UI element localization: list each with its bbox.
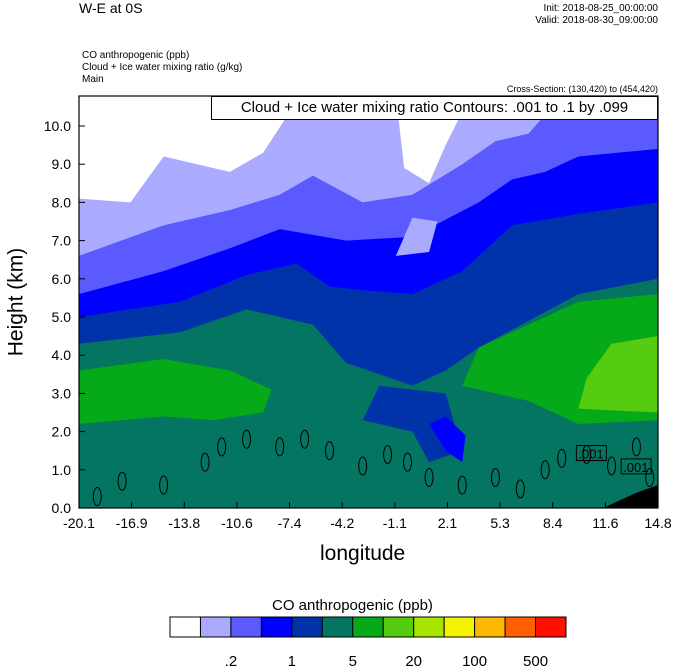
colorbar-swatch <box>443 616 476 638</box>
cloud-contour <box>557 448 567 468</box>
contour-label: .001 <box>623 460 648 475</box>
colorbar-label: 100 <box>462 653 487 667</box>
field-name-main: Main <box>82 74 104 85</box>
co-region-2 <box>578 336 658 413</box>
y-tick-label: 0.0 <box>52 500 72 516</box>
co-region-9 <box>395 217 438 256</box>
co-region-10 <box>79 96 289 203</box>
colorbar-swatch <box>169 616 201 638</box>
contour-label: .001 <box>578 447 603 462</box>
colorbar-swatch <box>260 616 293 638</box>
colorbar-title: CO anthropogenic (ppb) <box>272 597 433 614</box>
cloud-contour <box>402 452 412 472</box>
x-tick-label: 8.4 <box>543 515 563 531</box>
colorbar-swatch <box>504 616 537 638</box>
y-tick-label: 4.0 <box>52 347 72 363</box>
cloud-contour <box>159 475 169 495</box>
x-tick-label: 14.8 <box>644 515 671 531</box>
y-axis-label: Height (km) <box>4 247 28 357</box>
x-tick-label: -1.1 <box>383 515 407 531</box>
cloud-contour <box>242 429 252 449</box>
y-tick-label: 9.0 <box>52 156 72 172</box>
colorbar-label: .2 <box>225 653 238 667</box>
x-tick-label: 5.3 <box>490 515 510 531</box>
contour-label-box <box>620 458 652 475</box>
cloud-contour <box>300 429 310 449</box>
colorbar-swatch <box>199 616 232 638</box>
plot-title: W-E at 0S <box>79 0 143 16</box>
y-tick-label: 5.0 <box>52 309 72 325</box>
colorbar-swatch <box>382 616 415 638</box>
colorbar-swatch <box>321 616 354 638</box>
x-tick-label: 2.1 <box>438 515 458 531</box>
x-tick-label: -13.8 <box>168 515 200 531</box>
colorbar-label: 1 <box>288 653 296 667</box>
y-tick-label: 1.0 <box>52 462 72 478</box>
colorbar-swatch <box>474 616 506 638</box>
colorbar-swatch <box>535 616 567 638</box>
cloud-contour <box>383 445 393 465</box>
cloud-contour <box>217 437 227 457</box>
co-region-0 <box>79 359 272 424</box>
cloud-contour <box>515 479 525 499</box>
x-tick-label: 11.6 <box>592 515 618 531</box>
y-tick-label: 8.0 <box>52 194 72 210</box>
y-tick-label: 6.0 <box>52 271 72 287</box>
y-tick-label: 3.0 <box>52 385 72 401</box>
cloud-contour <box>457 475 467 495</box>
cloud-contour <box>325 441 335 461</box>
co-region-12 <box>603 485 658 508</box>
colorbar-label: 5 <box>349 653 357 667</box>
colorbar-label: 20 <box>405 653 422 667</box>
x-axis-label: longitude <box>320 542 406 565</box>
init-time: Init: 2018-08-25_00:00:00 <box>543 3 658 14</box>
co-region-4 <box>362 385 463 463</box>
y-tick-label: 10.0 <box>44 118 71 134</box>
cloud-contour <box>424 467 434 487</box>
cloud-contour <box>631 437 641 457</box>
cloud-contour <box>607 456 617 476</box>
x-tick-label: -20.1 <box>63 515 95 531</box>
co-region-6 <box>429 416 466 463</box>
colorbar-swatch <box>291 616 323 638</box>
cloud-contour <box>645 467 655 487</box>
cloud-contour <box>92 487 102 507</box>
cloud-contour <box>117 471 127 491</box>
x-tick-label: -4.2 <box>330 515 354 531</box>
y-tick-label: 2.0 <box>52 424 72 440</box>
x-tick-label: -10.6 <box>221 515 253 531</box>
x-tick-label: -7.4 <box>277 515 301 531</box>
colorbar-swatch <box>413 616 445 638</box>
cloud-contour <box>490 467 500 487</box>
x-tick-label: -16.9 <box>116 515 148 531</box>
cloud-contour <box>358 456 368 476</box>
field-name-co: CO anthropogenic (ppb) <box>82 50 190 61</box>
cloud-contour <box>275 437 285 457</box>
contour-label-box <box>575 445 607 462</box>
valid-time: Valid: 2018-08-30_09:00:00 <box>535 15 658 26</box>
colorbar-swatch <box>352 616 384 638</box>
colorbar-label: 500 <box>523 653 548 667</box>
cross-section-label: Cross-Section: (130,420) to (454,420) <box>506 84 658 94</box>
contour-info-box: Cloud + Ice water mixing ratio Contours:… <box>211 96 658 120</box>
y-tick-label: 7.0 <box>52 233 72 249</box>
cloud-contour <box>200 452 210 472</box>
colorbar-swatch <box>230 616 262 638</box>
field-name-cloud: Cloud + Ice water mixing ratio (g/kg) <box>82 62 243 73</box>
cloud-contour <box>540 460 550 480</box>
